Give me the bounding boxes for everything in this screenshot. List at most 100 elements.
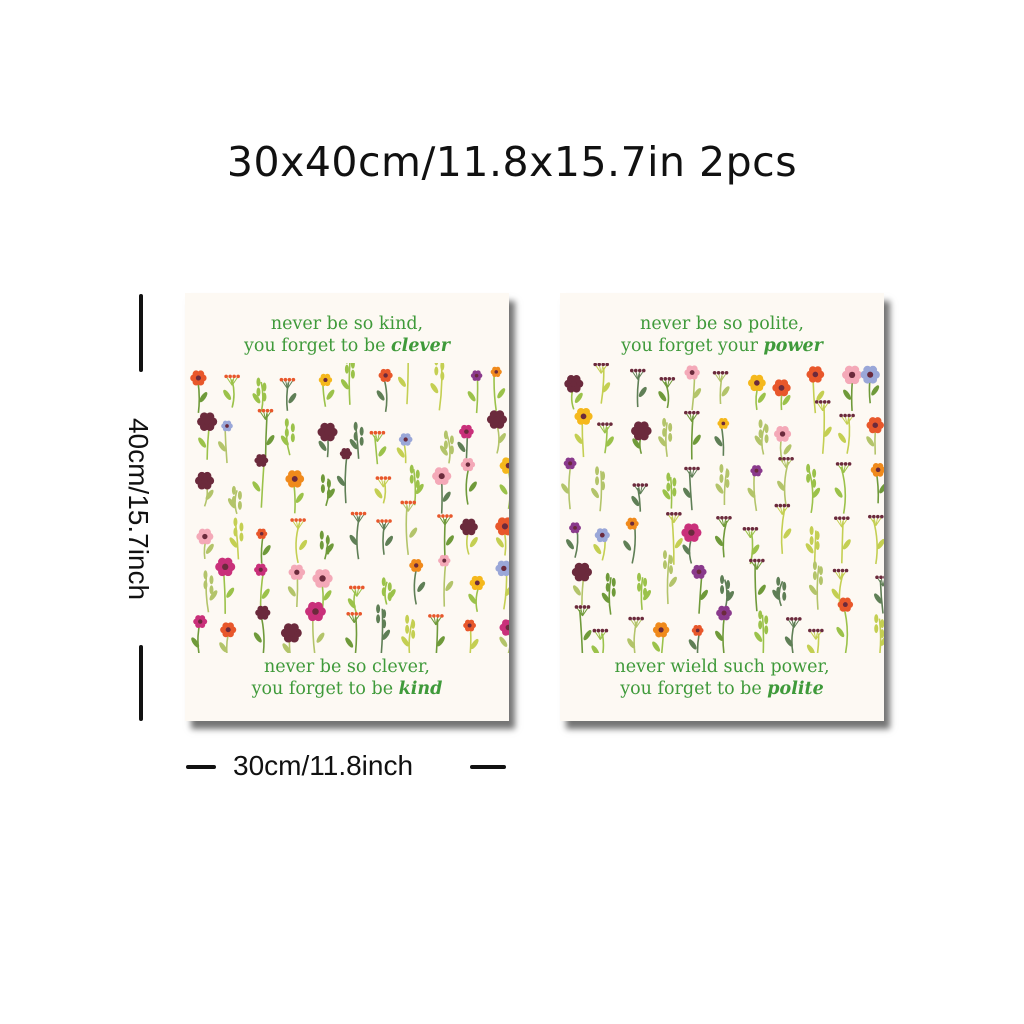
berry-dot <box>641 368 646 373</box>
wildflower-sprig <box>196 528 214 560</box>
berry-dot <box>750 527 755 531</box>
berry-dot <box>880 514 884 519</box>
leaf-shape <box>282 643 291 653</box>
leaf-shape <box>834 487 843 498</box>
flower-stem <box>813 530 817 563</box>
berry-dot <box>362 511 367 516</box>
leaf-shape <box>815 531 820 541</box>
leaf-shape <box>652 641 661 652</box>
berry-stem <box>438 515 446 526</box>
wildflower-sprig <box>712 371 730 405</box>
leaf-shape <box>252 393 261 404</box>
berry-dot <box>790 617 794 621</box>
berry-stem <box>882 579 884 587</box>
leaf-shape <box>566 539 574 550</box>
wildflower-sprig <box>495 517 509 556</box>
flower-center <box>294 569 300 575</box>
berry-dot <box>782 456 786 461</box>
width-dimension-label: 30cm/11.8inch <box>233 750 414 781</box>
berry-dot <box>640 483 645 487</box>
wildflower-sprig <box>369 430 387 465</box>
berry-dot <box>839 462 844 466</box>
leaf-shape <box>672 477 677 487</box>
wildflower-sprig <box>376 519 393 555</box>
leaf-shape <box>316 632 325 643</box>
flower-center <box>466 524 472 530</box>
berry-dot <box>872 514 876 519</box>
leaf-shape <box>726 580 731 590</box>
berry-stem <box>750 560 758 570</box>
berry-stem <box>594 364 602 374</box>
leaf-shape <box>758 429 763 439</box>
leaf-shape <box>288 393 297 404</box>
berry-stem <box>383 520 391 531</box>
leaf-shape <box>229 537 238 548</box>
flower-stem <box>353 590 358 615</box>
leaf-shape <box>198 437 207 448</box>
berry-dot <box>684 410 688 415</box>
flower-center <box>201 477 208 484</box>
berry-stem <box>297 519 305 530</box>
berry-dot <box>269 408 274 413</box>
wildflower-sprig <box>720 575 735 610</box>
berry-dot <box>597 363 602 367</box>
leaf-shape <box>688 639 697 650</box>
wildflower-sprig <box>460 457 477 505</box>
wildflower-sprig <box>754 419 769 455</box>
flower-center <box>442 558 447 563</box>
leaf-shape <box>591 487 600 499</box>
leaf-shape <box>467 391 476 402</box>
flower-stem <box>780 508 786 554</box>
berry-stem <box>401 502 409 512</box>
berry-stem <box>347 613 355 624</box>
leaf-shape <box>672 487 677 497</box>
leaf-shape <box>812 487 821 498</box>
leaf-shape <box>209 575 214 585</box>
leaf-shape <box>469 536 478 548</box>
berry-dot <box>302 518 306 522</box>
wildflower-sprig <box>772 379 791 411</box>
leaf-shape <box>468 593 477 604</box>
flower-center <box>225 627 231 633</box>
leaf-shape <box>495 537 504 548</box>
berry-stem <box>286 379 294 389</box>
berry-dot <box>574 605 579 609</box>
leaf-shape <box>643 577 648 587</box>
leaf-shape <box>812 561 817 571</box>
wildflower-sprig <box>219 622 237 653</box>
flower-center <box>778 384 785 391</box>
wildflower-sprig <box>842 365 863 411</box>
leaf-shape <box>782 591 787 601</box>
leaf-shape <box>601 592 610 603</box>
leaf-shape <box>415 483 424 495</box>
berry-dot <box>265 408 270 413</box>
wildflower-sprig <box>203 570 218 613</box>
berry-stem <box>822 401 830 412</box>
berry-dot <box>257 408 262 413</box>
wildflower-sprig <box>400 500 418 555</box>
wildflower-sprig <box>593 528 610 561</box>
flower-center <box>324 428 331 436</box>
leaf-shape <box>498 433 506 444</box>
flower-stem <box>690 415 694 460</box>
flower-stem <box>640 577 644 610</box>
berry-dot <box>778 456 782 461</box>
leaf-shape <box>280 435 289 446</box>
berry-dot <box>851 413 855 418</box>
leaf-shape <box>754 631 763 642</box>
flower-center <box>260 610 266 616</box>
height-dimension-label: 40cm/15.7inch <box>123 417 154 601</box>
berry-dot <box>350 611 355 616</box>
wildflower-sprig <box>254 563 270 614</box>
leaf-shape <box>209 585 214 595</box>
flower-center <box>414 563 419 568</box>
flower-center <box>343 451 348 456</box>
leaf-shape <box>326 479 331 489</box>
berry-dot <box>818 400 823 404</box>
berry-dot <box>716 371 721 375</box>
wildflower-sprig <box>499 457 509 509</box>
leaf-shape <box>325 545 330 555</box>
leaf-shape <box>715 483 724 494</box>
wildflower-sprig <box>374 476 392 504</box>
leaf-shape <box>880 619 884 629</box>
